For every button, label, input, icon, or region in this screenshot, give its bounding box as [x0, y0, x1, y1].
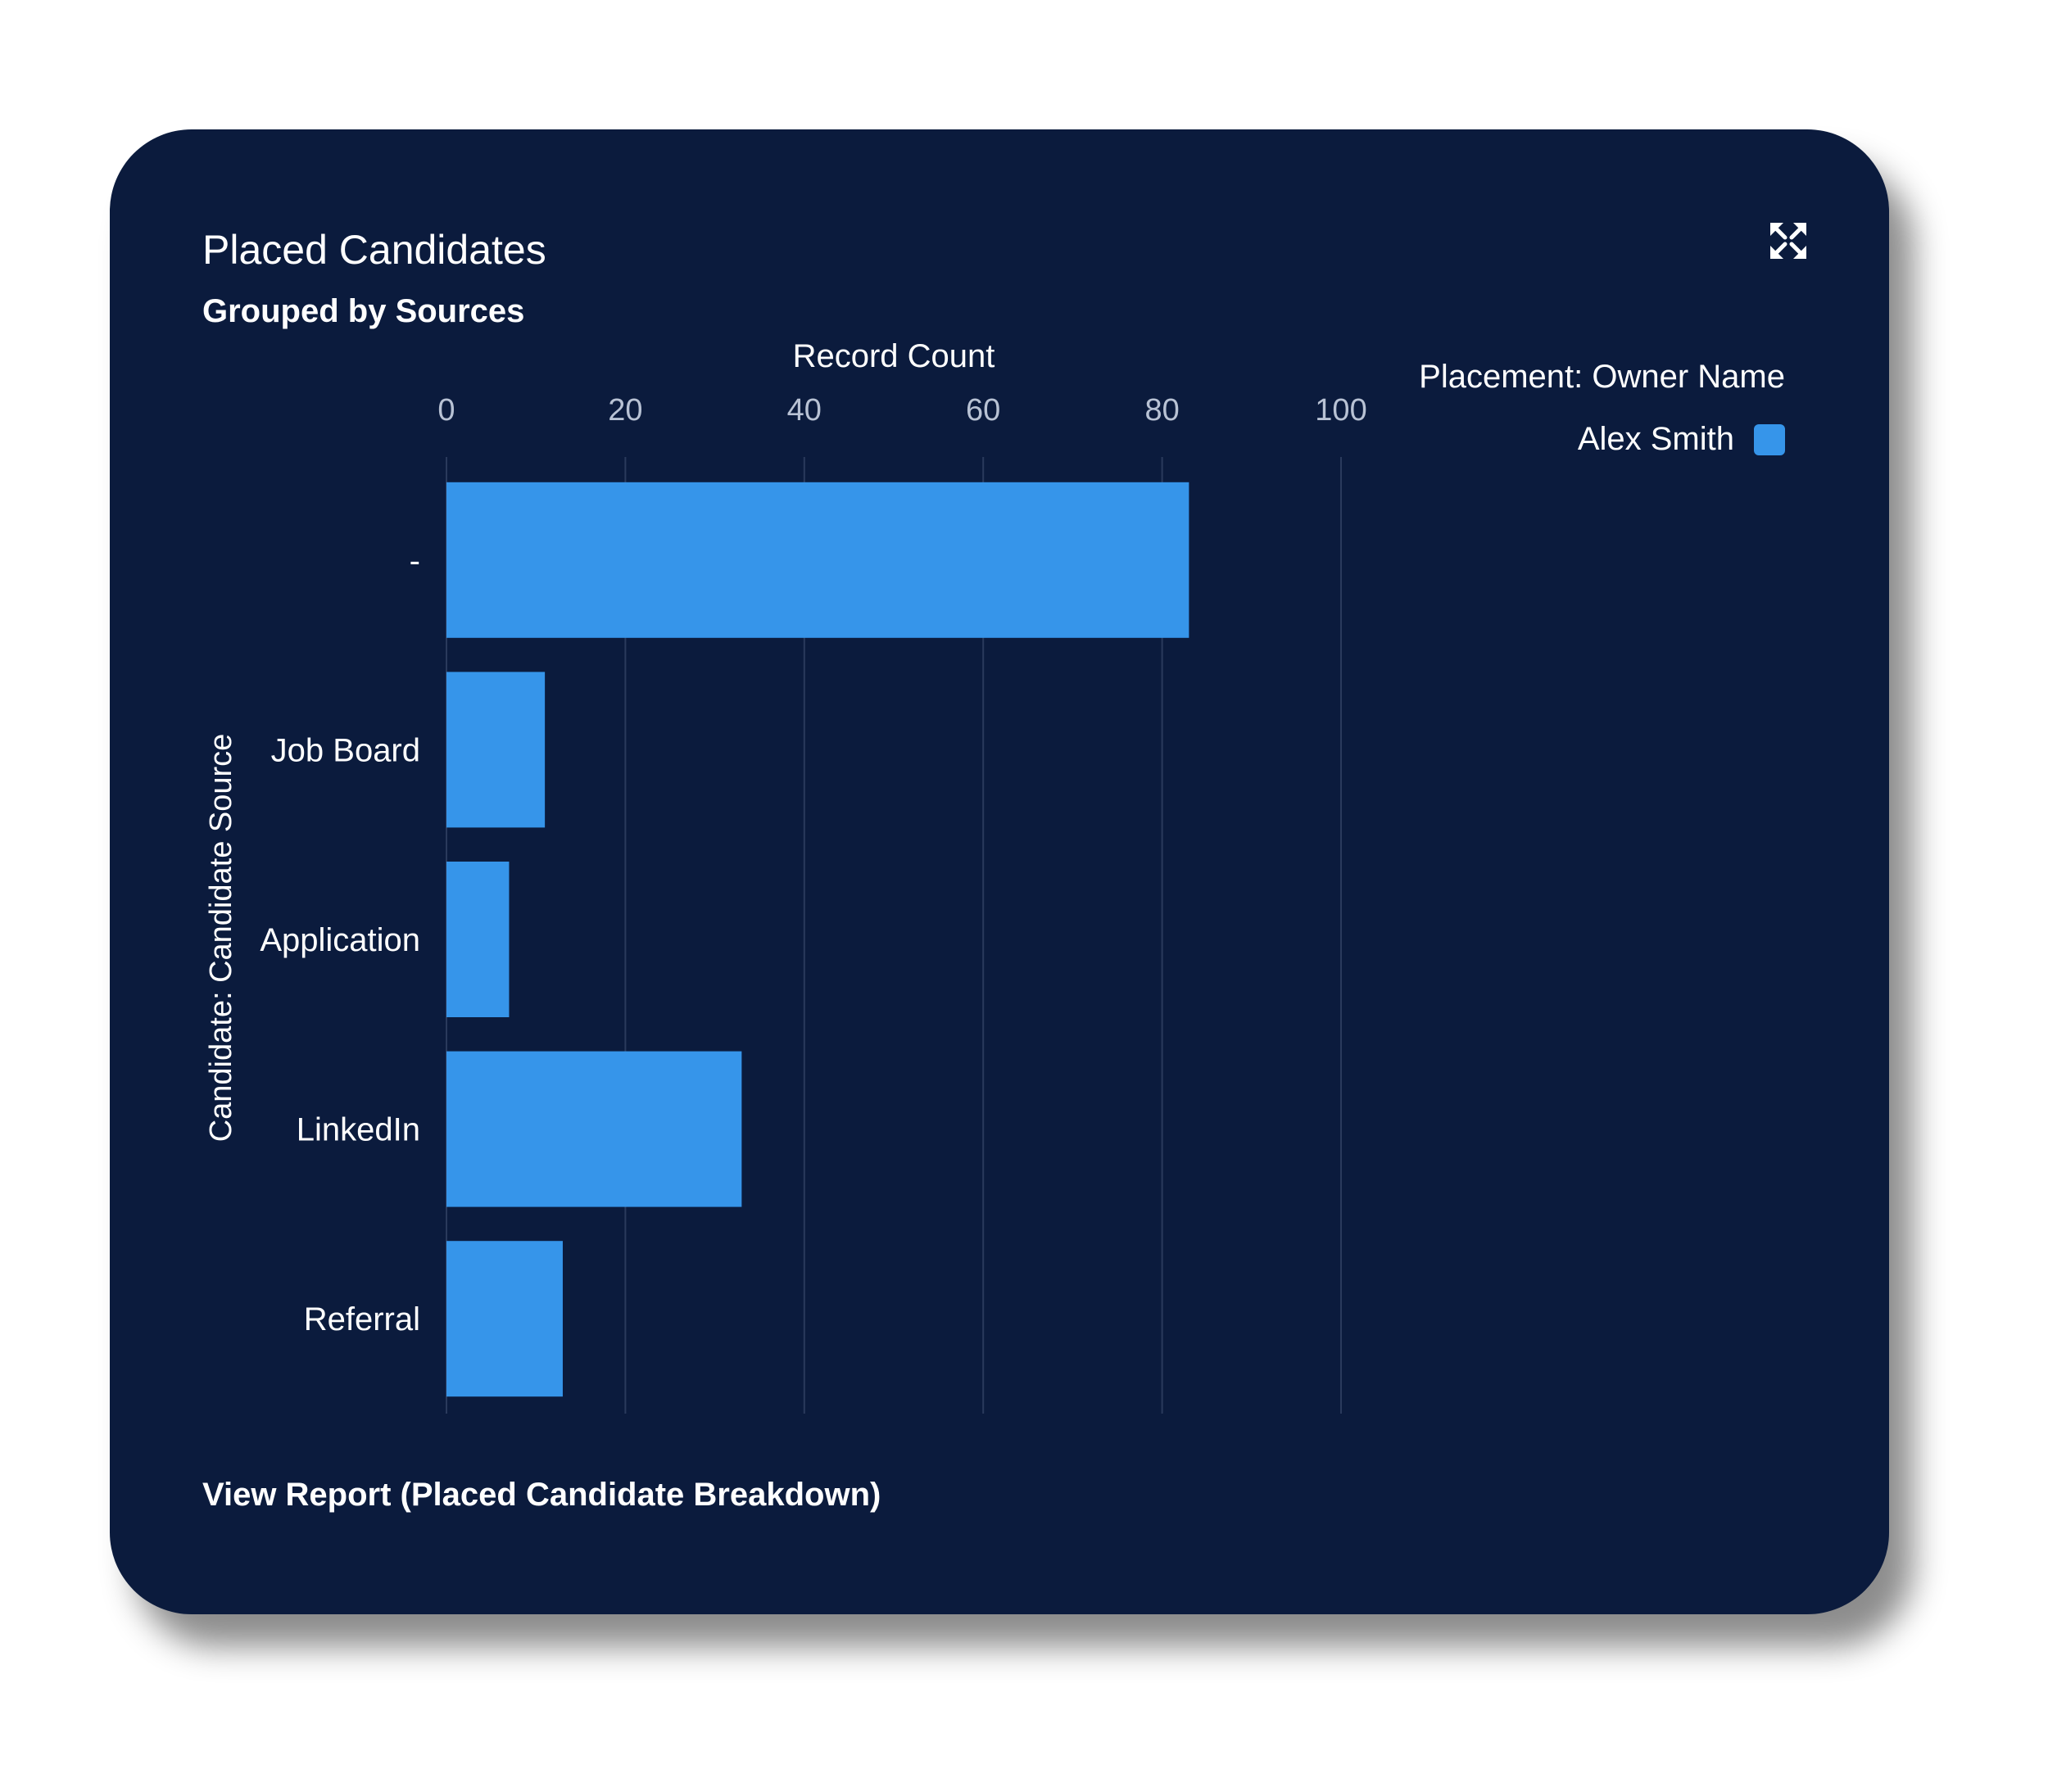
legend-swatch	[1754, 423, 1785, 455]
x-tick-label: 100	[1315, 393, 1366, 428]
y-tick-label: Job Board	[271, 732, 420, 768]
y-tick-label: Referral	[304, 1301, 420, 1337]
x-tick-label: 20	[608, 393, 642, 428]
chart-card: Placed Candidates Grouped by Sources 0 20…	[110, 129, 1889, 1614]
x-tick-label: 40	[787, 393, 822, 428]
y-tick-label: -	[410, 543, 420, 579]
x-axis-title: Record Count	[793, 338, 995, 374]
legend-label: Alex Smith	[1577, 421, 1734, 457]
bar-linkedin	[446, 1051, 742, 1207]
bar-job-board	[446, 672, 546, 828]
bar-referral	[446, 1241, 563, 1397]
y-tick-label: Application	[260, 922, 420, 958]
x-tick-label: 0	[437, 393, 455, 428]
bar-application	[446, 862, 510, 1017]
legend-item-alex-smith[interactable]: Alex Smith	[1578, 421, 1785, 458]
chart-title: Placed Candidates	[202, 227, 546, 273]
x-tick-label: 80	[1144, 393, 1179, 428]
expand-arrows-icon[interactable]	[1769, 221, 1808, 260]
view-report-link[interactable]: View Report (Placed Candidate Breakdown)	[202, 1477, 881, 1513]
y-axis-title: Candidate: Candidate Source	[204, 734, 238, 1143]
bar-	[446, 482, 1189, 638]
chart-subtitle: Grouped by Sources	[202, 293, 525, 329]
y-tick-label: LinkedIn	[297, 1112, 420, 1148]
legend-title: Placement: Owner Name	[1419, 359, 1785, 395]
bar-chart: 0 20 40 60 80 100 Record Count - Job Board Applic…	[204, 338, 1367, 1414]
x-tick-label: 60	[966, 393, 1000, 428]
